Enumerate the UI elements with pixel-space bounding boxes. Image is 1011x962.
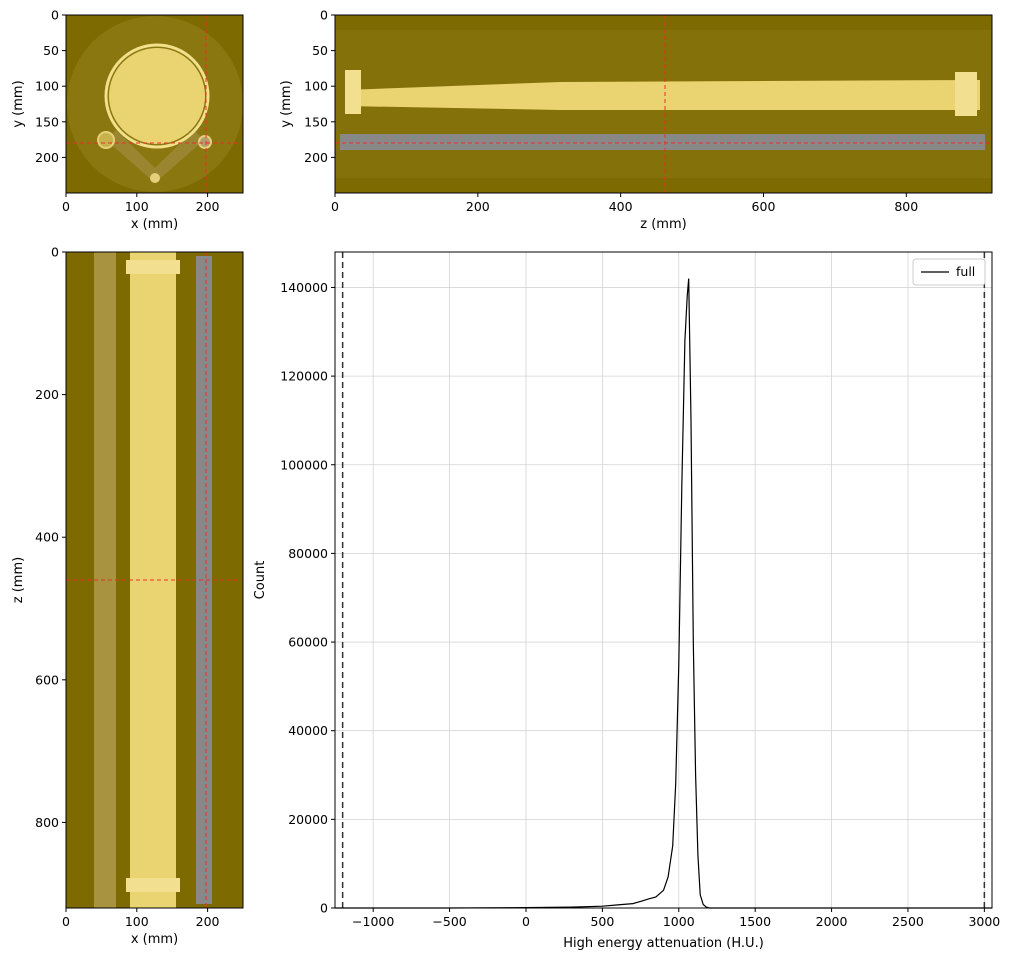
calibration-rod-right xyxy=(198,135,212,149)
legend-label-full: full xyxy=(956,264,975,279)
y-tick-label: 0 xyxy=(51,8,59,23)
y-tick-label: 120000 xyxy=(280,369,328,384)
y-tick-label: 200 xyxy=(304,150,328,165)
y-tick-label: 600 xyxy=(35,672,59,687)
coronal-slice-frame xyxy=(334,14,993,194)
core-sample xyxy=(109,48,205,144)
axial-slice-frame xyxy=(65,14,244,194)
core-end-cap-left xyxy=(345,70,361,114)
histogram-frame xyxy=(334,251,993,909)
legend: full xyxy=(912,258,986,286)
x-tick-label: 1500 xyxy=(739,914,771,929)
y-tick-label: 200 xyxy=(35,387,59,402)
x-tick-label: 2500 xyxy=(892,914,924,929)
y-tick-label: 40000 xyxy=(288,723,328,738)
calibration-rod-mask xyxy=(196,256,212,904)
x-tick-label: 1000 xyxy=(663,914,695,929)
x-tick-label: 2000 xyxy=(816,914,848,929)
axial-slice-panel xyxy=(65,14,244,194)
coronal-slice-panel xyxy=(334,14,993,194)
x-tick-label: 800 xyxy=(894,199,918,214)
y-axis-label: y (mm) xyxy=(11,80,26,127)
calibration-rod-bottom xyxy=(150,173,160,183)
core-sample-profile xyxy=(345,80,980,110)
sagittal-slice-frame xyxy=(65,251,244,909)
y-tick-label: 140000 xyxy=(280,280,328,295)
sagittal-slice-panel xyxy=(65,251,244,909)
x-axis-label: x (mm) xyxy=(131,217,178,232)
y-tick-label: 100 xyxy=(35,79,59,94)
x-tick-label: 400 xyxy=(609,199,633,214)
y-tick-label: 150 xyxy=(304,114,328,129)
y-tick-label: 80000 xyxy=(288,546,328,561)
y-tick-label: 800 xyxy=(35,815,59,830)
calibration-rod-left xyxy=(97,131,115,149)
x-axis-label: x (mm) xyxy=(131,932,178,947)
x-tick-label: 0 xyxy=(62,914,70,929)
histogram-panel: full xyxy=(334,251,993,909)
calibration-rod-mask xyxy=(340,134,985,150)
core-tube-ring xyxy=(104,43,210,149)
y-tick-label: 400 xyxy=(35,530,59,545)
x-tick-label: 600 xyxy=(752,199,776,214)
y-tick-label: 200 xyxy=(35,150,59,165)
x-axis-label: High energy attenuation (H.U.) xyxy=(563,936,764,951)
x-tick-label: 500 xyxy=(590,914,614,929)
y-tick-label: 60000 xyxy=(288,635,328,650)
y-tick-label: 0 xyxy=(320,901,328,916)
x-tick-label: 0 xyxy=(331,199,339,214)
y-tick-label: 0 xyxy=(320,8,328,23)
y-tick-label: 150 xyxy=(35,114,59,129)
core-end-cap-bottom xyxy=(126,878,180,892)
y-tick-label: 100000 xyxy=(280,457,328,472)
x-tick-label: 100 xyxy=(125,914,149,929)
y-axis-label: z (mm) xyxy=(11,557,26,603)
core-end-cap-top xyxy=(126,260,180,274)
core-holder-v-shape xyxy=(106,130,204,183)
x-tick-label: 0 xyxy=(62,199,70,214)
x-tick-label: 200 xyxy=(196,199,220,214)
y-tick-label: 0 xyxy=(51,245,59,260)
y-tick-label: 50 xyxy=(312,43,328,58)
series-line-full xyxy=(335,278,992,909)
y-axis-label: y (mm) xyxy=(279,80,294,127)
histogram-limit-lines xyxy=(341,252,986,908)
y-tick-label: 100 xyxy=(304,79,328,94)
x-tick-label: 200 xyxy=(196,914,220,929)
x-tick-label: 200 xyxy=(466,199,490,214)
y-axis-label: Count xyxy=(253,561,268,600)
x-tick-label: −500 xyxy=(432,914,466,929)
y-tick-label: 50 xyxy=(43,43,59,58)
x-tick-label: −1000 xyxy=(352,914,394,929)
core-end-cap-right xyxy=(955,72,977,116)
x-tick-label: 0 xyxy=(522,914,530,929)
x-tick-label: 3000 xyxy=(968,914,1000,929)
y-tick-label: 20000 xyxy=(288,812,328,827)
histogram-grid xyxy=(335,252,992,909)
x-axis-label: z (mm) xyxy=(640,217,686,232)
x-tick-label: 100 xyxy=(125,199,149,214)
